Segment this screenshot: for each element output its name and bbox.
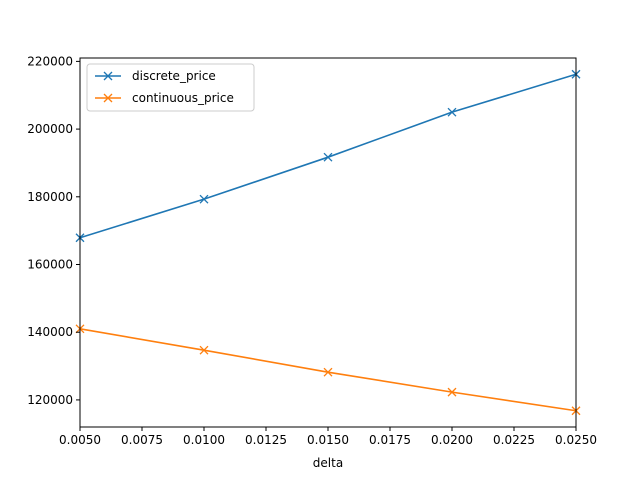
x-axis-ticks: 0.0050 0.0075 0.0100 0.0125 0.0150 0.0175 0.02… xyxy=(59,427,597,447)
x-tick-label: 0.0250 xyxy=(555,433,597,447)
legend-frame xyxy=(86,63,255,112)
data-point-continuous_price xyxy=(323,367,333,377)
y-tick-label: 160000 xyxy=(27,258,73,272)
legend-marker xyxy=(103,93,113,103)
y-tick-label: 120000 xyxy=(27,393,73,407)
data-point-continuous_price xyxy=(447,387,457,397)
y-tick-label: 200000 xyxy=(27,122,73,136)
x-tick-label: 0.0200 xyxy=(431,433,473,447)
x-tick-label: 0.0150 xyxy=(307,433,349,447)
legend-label: continuous_price xyxy=(132,91,234,105)
x-tick-label: 0.0100 xyxy=(183,433,225,447)
legend-marker xyxy=(103,71,113,81)
data-point-discrete_price xyxy=(199,194,209,204)
y-axis-ticks: 120000 140000 160000 180000 200000 220000 xyxy=(27,54,80,407)
data-point-continuous_price xyxy=(199,345,209,355)
data-point-discrete_price xyxy=(323,152,333,162)
x-tick-label: 0.0125 xyxy=(245,433,287,447)
x-axis-label: delta xyxy=(313,456,343,470)
x-tick-label: 0.0175 xyxy=(369,433,411,447)
y-tick-label: 180000 xyxy=(27,190,73,204)
plot-layer xyxy=(75,69,581,416)
y-tick-label: 140000 xyxy=(27,325,73,339)
y-tick-label: 220000 xyxy=(27,54,73,68)
x-tick-label: 0.0075 xyxy=(121,433,163,447)
series-group xyxy=(75,69,581,416)
legend: discrete_price continuous_price xyxy=(86,63,255,112)
series-line-continuous_price xyxy=(79,328,577,412)
axes-layer: 0.0050 0.0075 0.0100 0.0125 0.0150 0.0175 0.02… xyxy=(27,54,597,470)
legend-label: discrete_price xyxy=(132,69,216,83)
x-tick-label: 0.0225 xyxy=(493,433,535,447)
data-point-discrete_price xyxy=(447,107,457,117)
x-tick-label: 0.0050 xyxy=(59,433,101,447)
